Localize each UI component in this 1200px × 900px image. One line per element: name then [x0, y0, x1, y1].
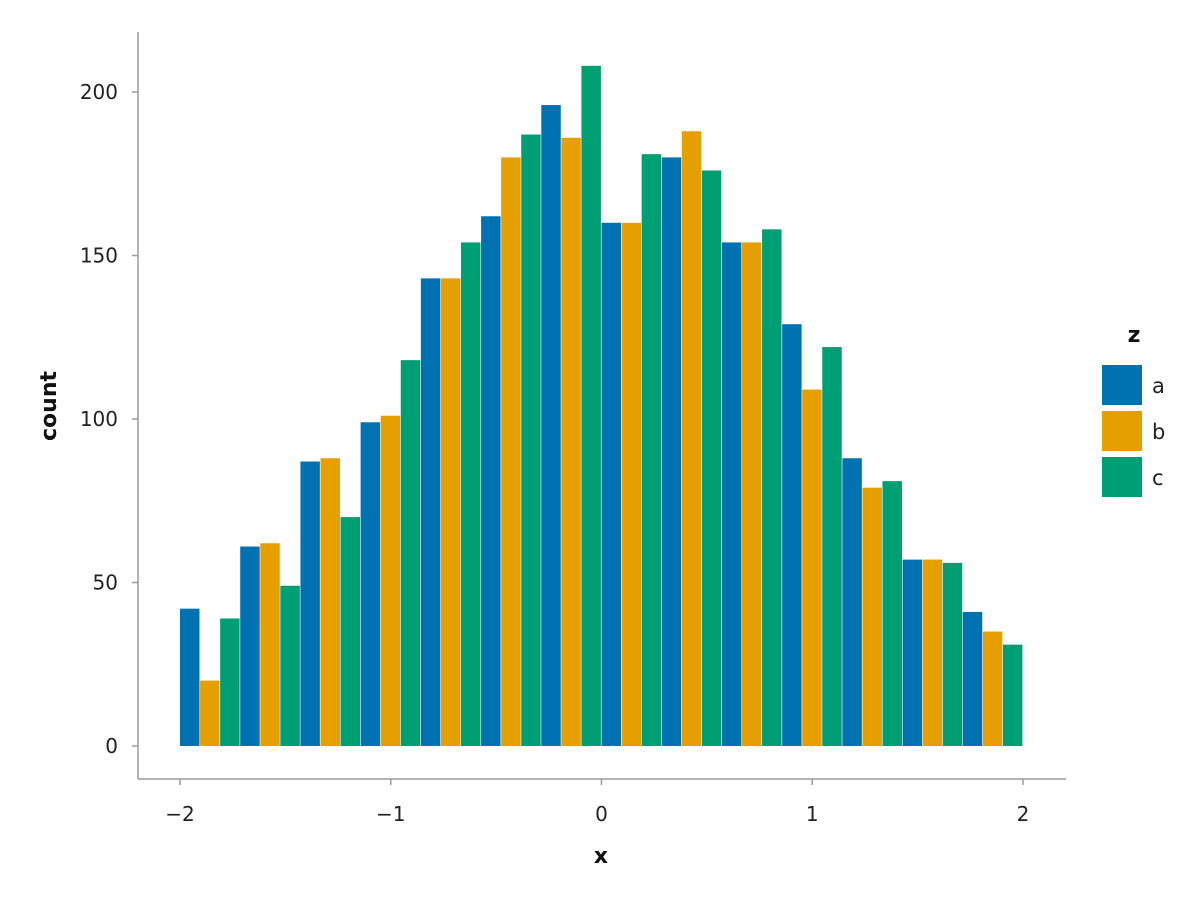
- bars-group: [180, 65, 1023, 747]
- bar-c-5: [521, 134, 541, 746]
- bar-b-6: [561, 137, 581, 746]
- bar-b-8: [681, 131, 702, 747]
- bar-c-8: [701, 170, 722, 747]
- bar-b-1: [260, 543, 280, 746]
- bar-c-6: [581, 65, 601, 747]
- legend-label-b: b: [1152, 420, 1165, 444]
- bar-b-7: [621, 222, 642, 747]
- y-tick-label: 150: [80, 244, 118, 268]
- x-tick-label: 1: [806, 802, 819, 826]
- y-axis-ticks: 0 50 100 150 200: [80, 80, 138, 758]
- bar-b-3: [380, 415, 401, 746]
- bar-a-10: [782, 324, 802, 746]
- bar-a-1: [240, 546, 260, 746]
- bar-a-7: [601, 222, 621, 747]
- bar-b-2: [320, 458, 340, 746]
- legend-label-c: c: [1152, 466, 1164, 490]
- bar-a-8: [661, 157, 682, 746]
- bar-c-4: [461, 242, 481, 747]
- bar-b-11: [862, 487, 882, 746]
- legend-swatch-a: [1102, 365, 1142, 405]
- y-tick-label: 50: [93, 571, 118, 595]
- bar-b-9: [741, 242, 762, 747]
- bar-c-9: [762, 229, 782, 747]
- x-axis-title: x: [594, 844, 608, 869]
- legend-swatch-c: [1102, 457, 1142, 497]
- bar-a-13: [962, 611, 983, 746]
- legend-label-a: a: [1152, 374, 1165, 398]
- x-tick-label: 0: [595, 802, 608, 826]
- x-tick-label: −2: [165, 802, 194, 826]
- bar-a-3: [360, 422, 381, 746]
- bar-c-12: [942, 562, 963, 746]
- x-tick-label: −1: [376, 802, 405, 826]
- legend-swatch-b: [1102, 411, 1142, 451]
- bar-a-6: [541, 105, 561, 746]
- bar-c-11: [882, 481, 902, 746]
- bar-b-0: [200, 680, 220, 746]
- x-axis-ticks: −2 −1 0 1 2: [165, 779, 1029, 826]
- bar-c-2: [340, 517, 361, 746]
- bar-a-4: [420, 278, 441, 746]
- y-axis-title: count: [37, 371, 62, 441]
- bar-b-5: [501, 157, 521, 746]
- bar-b-4: [440, 278, 461, 746]
- bar-c-0: [220, 618, 240, 746]
- legend-title: z: [1128, 323, 1141, 348]
- bar-a-5: [481, 216, 501, 746]
- bar-c-1: [280, 585, 300, 746]
- bar-a-12: [902, 559, 923, 746]
- bar-a-11: [842, 458, 862, 746]
- bar-c-3: [400, 360, 421, 746]
- bar-c-13: [1002, 644, 1023, 746]
- bar-a-2: [300, 461, 320, 746]
- y-tick-label: 200: [80, 80, 118, 104]
- bar-a-0: [180, 608, 200, 746]
- bar-c-10: [822, 347, 842, 746]
- y-tick-label: 100: [80, 407, 118, 431]
- bar-c-7: [641, 154, 662, 746]
- x-tick-label: 2: [1017, 802, 1030, 826]
- bar-b-13: [982, 631, 1003, 746]
- y-tick-label: 0: [105, 734, 118, 758]
- bar-b-10: [802, 389, 822, 746]
- legend: z abc: [1102, 323, 1165, 497]
- bar-a-9: [721, 242, 742, 747]
- bar-b-12: [922, 559, 943, 746]
